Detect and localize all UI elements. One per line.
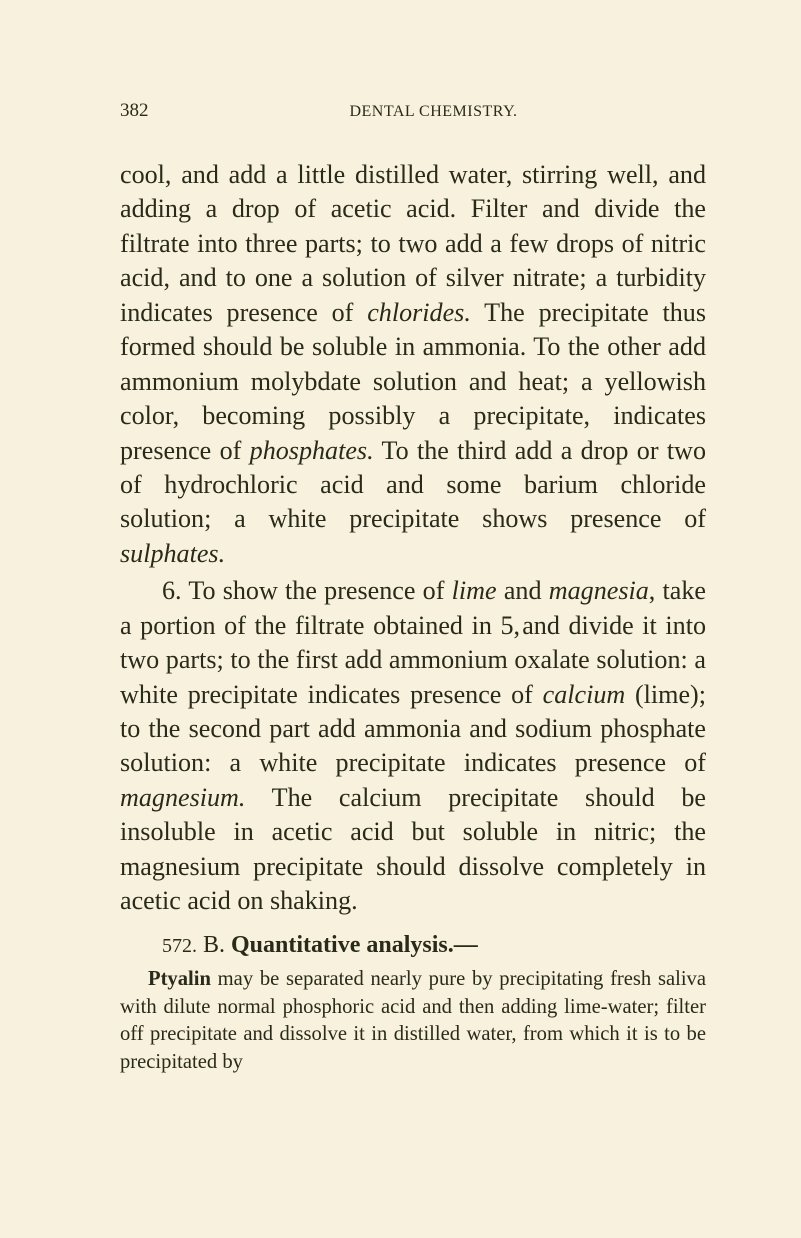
paragraph-2: 6. To show the presence of lime and mag­… xyxy=(120,574,706,918)
running-head: DENTAL CHEMISTRY. xyxy=(161,103,706,121)
small-body-block: Ptyalin may be separated nearly pure by … xyxy=(120,966,706,1076)
header-row: 382 DENTAL CHEMISTRY. xyxy=(120,100,706,122)
body-text-block: cool, and add a little distilled water, … xyxy=(120,158,706,961)
italic-magnesia: mag­nesia xyxy=(549,576,649,605)
italic-sulphates: sulphates. xyxy=(120,539,225,568)
text-run: 6. To show the presence of xyxy=(162,576,452,605)
italic-chlorides: chlorides. xyxy=(367,298,471,327)
page-container: 382 DENTAL CHEMISTRY. cool, and add a li… xyxy=(0,0,801,1238)
paragraph-1: cool, and add a little distilled water, … xyxy=(120,158,706,571)
italic-lime: lime xyxy=(452,576,497,605)
paragraph-small-1: Ptyalin may be separated nearly pure by … xyxy=(120,966,706,1076)
italic-magnesium: magnesium. xyxy=(120,783,245,812)
bold-ptyalin: Ptyalin xyxy=(148,968,211,990)
subheading-number: 572. xyxy=(162,935,197,957)
subheading-572: 572. B. Quantitative analysis.— xyxy=(120,930,706,962)
subheading-title: Quantitative analysis.— xyxy=(231,932,478,958)
italic-calcium: calcium xyxy=(543,680,626,709)
italic-phosphates: phosphates. xyxy=(250,436,374,465)
subheading-letter: B. xyxy=(197,932,231,958)
text-run: and xyxy=(497,576,549,605)
